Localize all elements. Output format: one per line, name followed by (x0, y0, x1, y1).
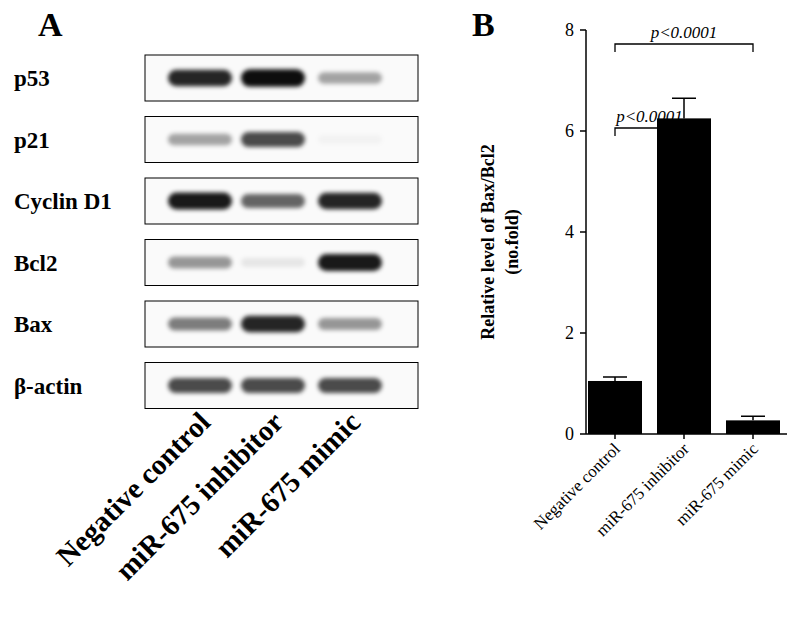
blot-box (145, 178, 418, 224)
band (168, 378, 232, 393)
annotation: p<0.0001 (650, 23, 718, 42)
x-tick (752, 434, 754, 439)
band (241, 194, 305, 208)
band (241, 258, 305, 267)
band (318, 135, 382, 143)
x-tick (614, 434, 616, 439)
row-label: p21 (14, 128, 50, 153)
band (241, 316, 305, 333)
blot-box (145, 363, 418, 409)
sig-bracket (615, 128, 684, 136)
figure: Ap53p21Cyclin D1Bcl2Baxβ-actinNegative c… (0, 0, 788, 628)
band (168, 318, 232, 331)
band (318, 318, 382, 330)
blot-box (145, 55, 418, 101)
panel-label: A (38, 6, 63, 43)
y-label: (no.fold) (502, 209, 523, 275)
band (318, 193, 382, 210)
panel-label: B (472, 6, 495, 43)
bars (588, 98, 780, 434)
y-tick (580, 231, 586, 233)
y-tick-label: 6 (565, 121, 574, 141)
y-tick-label: 4 (565, 222, 574, 242)
y-tick (580, 130, 586, 132)
y-tick (580, 332, 586, 334)
x-tick-label: miR-675 inhibitor (592, 439, 693, 540)
x-tick-label: miR-675 mimic (672, 439, 762, 529)
band (168, 193, 232, 210)
lane-label: miR-675 mimic (209, 406, 367, 564)
band (318, 378, 382, 393)
band (318, 254, 382, 271)
annotation: p<0.0001 (615, 107, 683, 126)
row-label: β-actin (14, 374, 83, 399)
band (168, 257, 232, 269)
bar (657, 118, 711, 434)
bar (726, 420, 780, 434)
row-label: Bcl2 (14, 251, 57, 276)
sig-bracket (615, 44, 753, 52)
y-tick (580, 433, 586, 435)
y-tick-label: 2 (565, 323, 574, 343)
y-tick-label: 8 (565, 20, 574, 40)
blot-box (145, 117, 418, 163)
band (241, 69, 305, 87)
y-label: Relative level of Bax/Bcl2 (478, 144, 498, 339)
error-bar (741, 416, 765, 420)
row-label: Cyclin D1 (14, 189, 112, 214)
blot-box (145, 301, 418, 347)
band (168, 70, 232, 87)
error-bar (603, 377, 627, 381)
row-label: p53 (14, 66, 50, 91)
y-tick-label: 0 (565, 424, 574, 444)
band (241, 378, 305, 393)
bar (588, 381, 642, 434)
y-tick (580, 29, 586, 31)
x-tick (683, 434, 685, 439)
row-label: Bax (14, 312, 53, 337)
band (168, 134, 232, 146)
blot-box (145, 240, 418, 286)
band (241, 132, 305, 147)
band (318, 72, 382, 84)
